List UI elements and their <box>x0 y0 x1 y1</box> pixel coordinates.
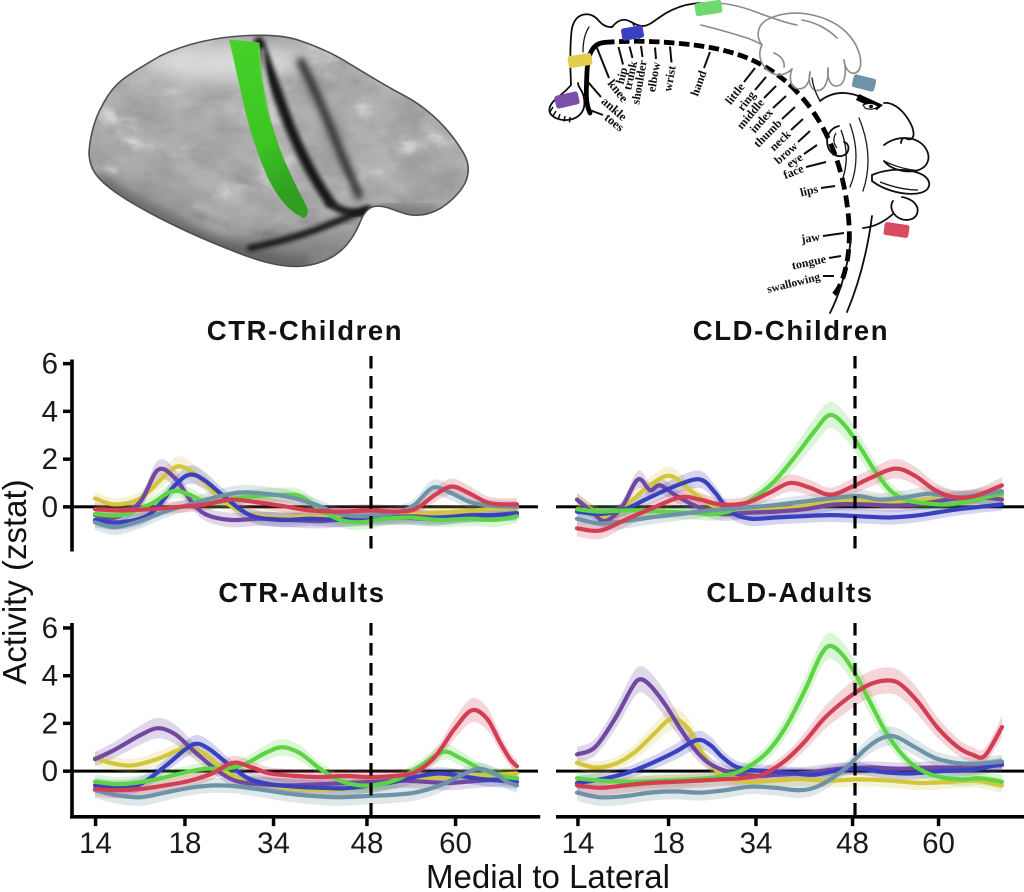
svg-text:2: 2 <box>42 443 58 476</box>
svg-text:0: 0 <box>42 491 58 524</box>
svg-text:hip: hip <box>613 65 631 85</box>
svg-text:14: 14 <box>79 827 112 860</box>
svg-text:48: 48 <box>836 827 869 860</box>
svg-text:34: 34 <box>740 827 773 860</box>
svg-text:6: 6 <box>42 348 58 381</box>
svg-text:CLD-Children: CLD-Children <box>693 315 889 346</box>
svg-text:jaw: jaw <box>799 230 821 247</box>
svg-text:lips: lips <box>799 182 820 200</box>
svg-text:CLD-Adults: CLD-Adults <box>706 577 873 608</box>
svg-text:trunk: trunk <box>620 59 640 91</box>
svg-text:wrist: wrist <box>660 64 678 92</box>
svg-text:18: 18 <box>169 827 202 860</box>
svg-text:34: 34 <box>257 827 290 860</box>
svg-text:60: 60 <box>439 827 472 860</box>
svg-text:4: 4 <box>42 660 58 693</box>
svg-text:4: 4 <box>42 395 58 428</box>
svg-text:elbow: elbow <box>644 61 663 93</box>
svg-text:60: 60 <box>922 827 955 860</box>
svg-text:CTR-Children: CTR-Children <box>207 315 403 346</box>
svg-text:48: 48 <box>351 827 384 860</box>
svg-text:14: 14 <box>562 827 595 860</box>
svg-text:Medial to Lateral: Medial to Lateral <box>426 858 670 892</box>
svg-text:6: 6 <box>42 612 58 645</box>
svg-text:18: 18 <box>652 827 685 860</box>
svg-text:2: 2 <box>42 707 58 740</box>
svg-text:CTR-Adults: CTR-Adults <box>218 577 385 608</box>
svg-text:0: 0 <box>42 755 58 788</box>
svg-text:Activity (zstat): Activity (zstat) <box>0 479 33 684</box>
